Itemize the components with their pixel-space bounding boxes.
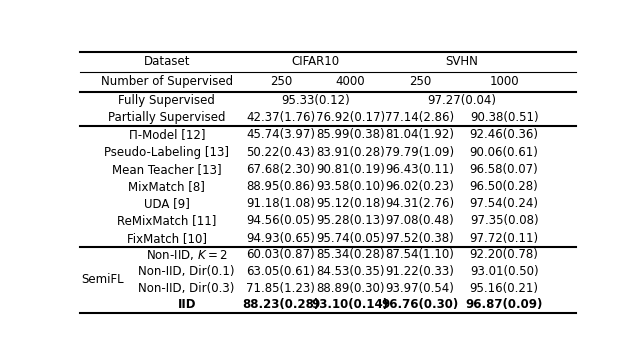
Text: 96.02(0.23): 96.02(0.23) [385, 180, 454, 193]
Text: 94.56(0.05): 94.56(0.05) [246, 215, 316, 228]
Text: Non-IID, Dir(0.1): Non-IID, Dir(0.1) [138, 265, 235, 278]
Text: Fully Supervised: Fully Supervised [118, 94, 215, 107]
Text: 83.91(0.28): 83.91(0.28) [316, 146, 385, 159]
Text: 95.74(0.05): 95.74(0.05) [316, 231, 385, 244]
Text: SemiFL: SemiFL [81, 274, 124, 287]
Text: 95.16(0.21): 95.16(0.21) [470, 282, 539, 295]
Text: 84.53(0.35): 84.53(0.35) [316, 265, 385, 278]
Text: FixMatch [10]: FixMatch [10] [127, 231, 207, 244]
Text: UDA [9]: UDA [9] [144, 197, 189, 210]
Text: 88.23(0.28): 88.23(0.28) [243, 298, 319, 311]
Text: 63.05(0.61): 63.05(0.61) [246, 265, 316, 278]
Text: SVHN: SVHN [445, 55, 478, 68]
Text: 250: 250 [408, 75, 431, 88]
Text: 95.28(0.13): 95.28(0.13) [316, 215, 385, 228]
Text: 92.20(0.78): 92.20(0.78) [470, 248, 538, 261]
Text: 96.87(0.09): 96.87(0.09) [465, 298, 543, 311]
Text: 97.52(0.38): 97.52(0.38) [385, 231, 454, 244]
Text: 45.74(3.97): 45.74(3.97) [246, 129, 316, 141]
Text: 94.93(0.65): 94.93(0.65) [246, 231, 316, 244]
Text: 76.92(0.17): 76.92(0.17) [316, 111, 385, 124]
Text: 96.43(0.11): 96.43(0.11) [385, 163, 454, 176]
Text: Non-IID, Dir(0.3): Non-IID, Dir(0.3) [138, 282, 235, 295]
Text: 90.38(0.51): 90.38(0.51) [470, 111, 538, 124]
Text: Number of Supervised: Number of Supervised [100, 75, 233, 88]
Text: 81.04(1.92): 81.04(1.92) [385, 129, 454, 141]
Text: MixMatch [8]: MixMatch [8] [129, 180, 205, 193]
Text: 97.35(0.08): 97.35(0.08) [470, 215, 538, 228]
Text: 67.68(2.30): 67.68(2.30) [246, 163, 316, 176]
Text: 88.95(0.86): 88.95(0.86) [246, 180, 315, 193]
Text: IID: IID [177, 298, 196, 311]
Text: Mean Teacher [13]: Mean Teacher [13] [112, 163, 221, 176]
Text: 95.12(0.18): 95.12(0.18) [316, 197, 385, 210]
Text: 93.58(0.10): 93.58(0.10) [316, 180, 385, 193]
Text: 250: 250 [269, 75, 292, 88]
Text: 90.81(0.19): 90.81(0.19) [316, 163, 385, 176]
Text: Pseudo-Labeling [13]: Pseudo-Labeling [13] [104, 146, 229, 159]
Text: Dataset: Dataset [143, 55, 190, 68]
Text: 87.54(1.10): 87.54(1.10) [385, 248, 454, 261]
Text: 60.03(0.87): 60.03(0.87) [246, 248, 315, 261]
Text: 71.85(1.23): 71.85(1.23) [246, 282, 316, 295]
Text: 91.18(1.08): 91.18(1.08) [246, 197, 316, 210]
Text: 93.97(0.54): 93.97(0.54) [385, 282, 454, 295]
Text: CIFAR10: CIFAR10 [292, 55, 340, 68]
Text: 96.58(0.07): 96.58(0.07) [470, 163, 538, 176]
Text: 79.79(1.09): 79.79(1.09) [385, 146, 454, 159]
Text: 97.72(0.11): 97.72(0.11) [470, 231, 539, 244]
Text: 97.08(0.48): 97.08(0.48) [385, 215, 454, 228]
Text: 90.06(0.61): 90.06(0.61) [470, 146, 538, 159]
Text: 95.33(0.12): 95.33(0.12) [281, 94, 350, 107]
Text: 85.34(0.28): 85.34(0.28) [316, 248, 385, 261]
Text: 97.54(0.24): 97.54(0.24) [470, 197, 539, 210]
Text: 96.50(0.28): 96.50(0.28) [470, 180, 538, 193]
Text: Π-Model [12]: Π-Model [12] [129, 129, 205, 141]
Text: 77.14(2.86): 77.14(2.86) [385, 111, 454, 124]
Text: 92.46(0.36): 92.46(0.36) [470, 129, 539, 141]
Text: 1000: 1000 [489, 75, 519, 88]
Text: 42.37(1.76): 42.37(1.76) [246, 111, 316, 124]
Text: 97.27(0.04): 97.27(0.04) [428, 94, 497, 107]
Text: 94.31(2.76): 94.31(2.76) [385, 197, 454, 210]
Text: 88.89(0.30): 88.89(0.30) [316, 282, 385, 295]
Text: 96.76(0.30): 96.76(0.30) [381, 298, 458, 311]
Text: 93.10(0.14): 93.10(0.14) [312, 298, 389, 311]
Text: 50.22(0.43): 50.22(0.43) [246, 146, 316, 159]
Text: 91.22(0.33): 91.22(0.33) [385, 265, 454, 278]
Text: 93.01(0.50): 93.01(0.50) [470, 265, 538, 278]
Text: Partially Supervised: Partially Supervised [108, 111, 225, 124]
Text: 85.99(0.38): 85.99(0.38) [316, 129, 385, 141]
Text: ReMixMatch [11]: ReMixMatch [11] [117, 215, 216, 228]
Text: 4000: 4000 [335, 75, 365, 88]
Text: Non-IID, $K=2$: Non-IID, $K=2$ [146, 248, 227, 262]
